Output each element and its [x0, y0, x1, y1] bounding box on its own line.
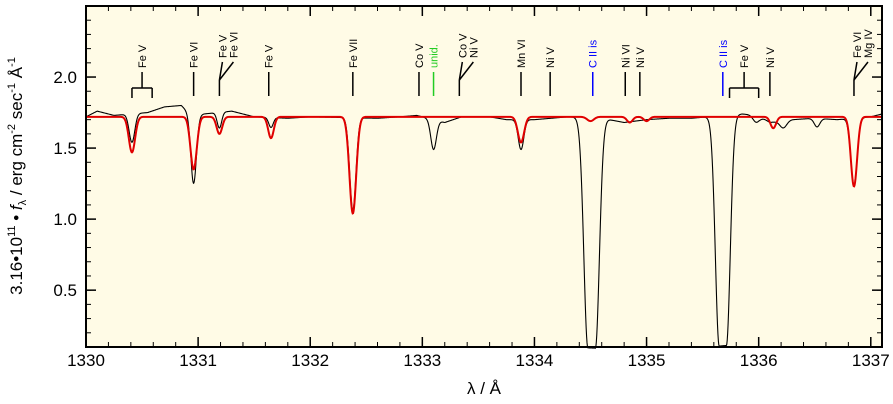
line-id-fork [218, 61, 235, 81]
line-id-fork [218, 61, 224, 81]
x-tick-label: 1335 [628, 351, 666, 370]
line-id-label: Fe VII [348, 39, 360, 68]
x-axis-title: λ / Å [467, 379, 502, 398]
y-title-f-sub: λ [17, 199, 29, 205]
line-id-label: Fe VI [852, 32, 864, 58]
y-tick-label: 1.5 [53, 139, 77, 158]
x-tick-label: 1332 [291, 351, 329, 370]
line-id-label: Ni VI [620, 44, 632, 68]
line-id-label: C II is [588, 39, 600, 68]
x-tick-label: 1337 [852, 351, 890, 370]
x-tick-label: 1334 [516, 351, 554, 370]
y-title-f: f [7, 203, 26, 210]
line-id-fork [458, 61, 474, 81]
line-id-label: Ni V [635, 47, 647, 68]
line-id-label: Fe V [217, 34, 229, 58]
line-id-label: Mg IV [863, 29, 875, 58]
y-tick-labels: 0.5 1.0 1.5 2.0 [53, 68, 77, 300]
line-id-label: C II is [718, 39, 730, 68]
line-id-label: Co V [414, 43, 426, 68]
y-title-factor: 3.16•10 [7, 237, 26, 295]
line-id-label: Mn VI [516, 39, 528, 68]
line-id-label: Fe VI [189, 42, 201, 68]
line-id-label: unid. [429, 44, 441, 68]
line-id-label: Ni V [765, 47, 777, 68]
y-title-units-b: sec [7, 92, 26, 124]
plot-background [86, 6, 882, 347]
plot-frame [85, 5, 883, 348]
y-tick-label: 2.0 [53, 68, 77, 87]
x-tick-labels: 1330 1331 1332 1333 1334 1335 1336 1337 [67, 351, 890, 370]
y-title-units-a: / erg cm [7, 134, 26, 200]
y-title-factor-exp: 11 [6, 225, 18, 236]
line-id-label: Fe V [264, 44, 276, 68]
line-id-label: Fe V [739, 44, 751, 68]
y-axis-title: 3.16•1011 • fλ / erg cm-2 sec-1 Å-1 [6, 57, 29, 295]
x-tick-label: 1331 [179, 351, 217, 370]
x-tick-label: 1336 [740, 351, 778, 370]
line-id-fork [853, 61, 858, 81]
line-id-fork [458, 61, 464, 81]
y-title-units-c-exp: -1 [6, 57, 18, 67]
y-title-units-b-exp: -1 [6, 83, 18, 93]
series-model [86, 115, 882, 215]
y-tick-label: 0.5 [53, 281, 77, 300]
x-tick-label: 1330 [67, 351, 105, 370]
line-id-fork [853, 61, 869, 81]
y-title-units-a-exp: -2 [6, 124, 18, 134]
x-tick-label: 1333 [403, 351, 441, 370]
line-id-label: Ni V [545, 47, 557, 68]
line-id-label: Fe VI [228, 32, 240, 58]
line-id-label: Ni V [468, 37, 480, 58]
y-tick-label: 1.0 [53, 210, 77, 229]
y-title-units-c: Å [7, 66, 26, 83]
line-id-label: Co V [457, 33, 469, 58]
y-title-bullet: • [7, 210, 26, 225]
line-id-label: Fe V [137, 44, 149, 68]
